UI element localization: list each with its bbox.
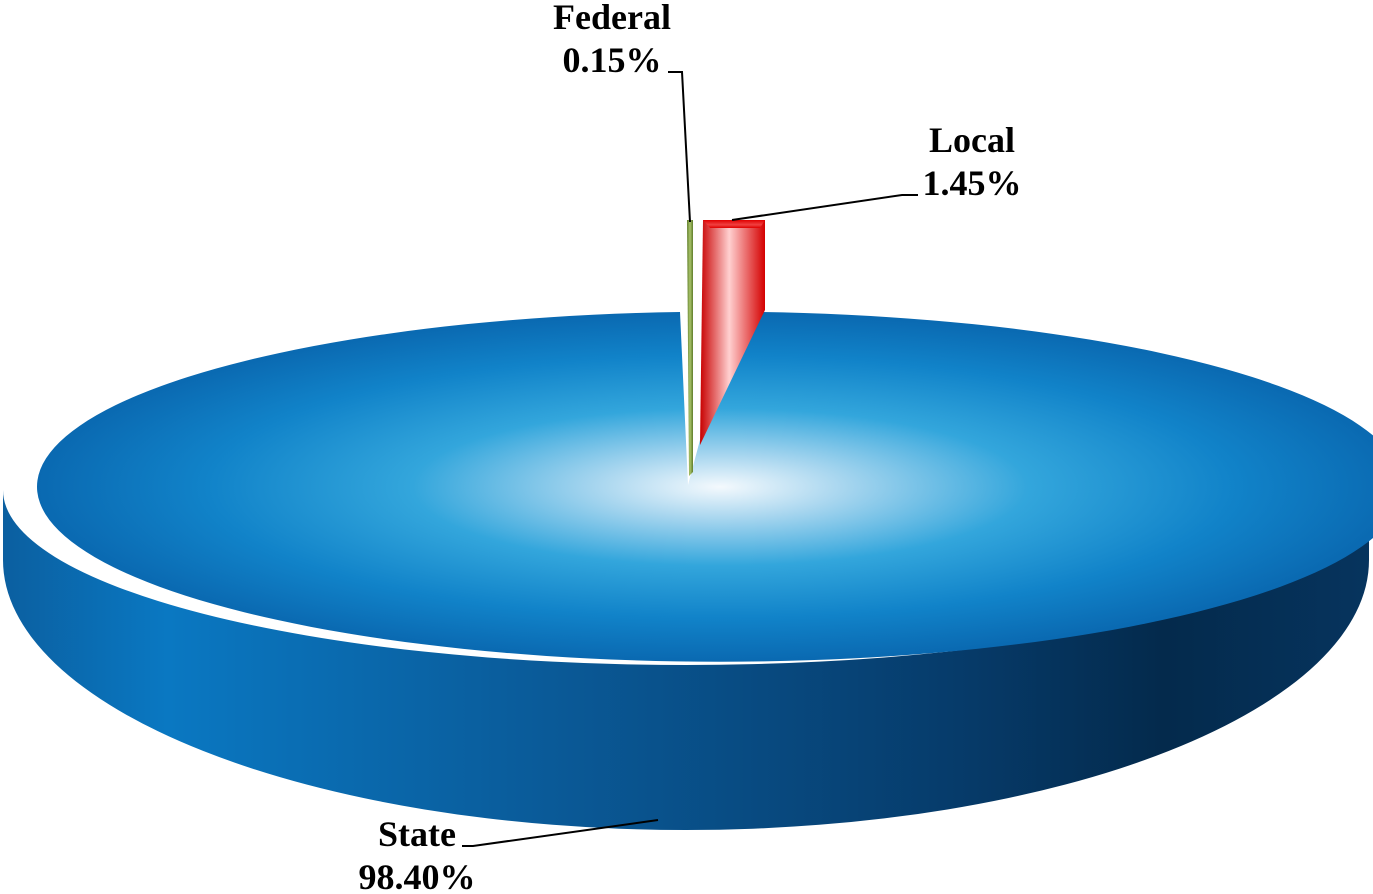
slice-state (37, 312, 1373, 662)
label-state-value: 98.40% (359, 857, 476, 894)
label-local-value: 1.45% (923, 163, 1022, 203)
label-local-name: Local (929, 120, 1015, 160)
slice-local-top (703, 220, 765, 228)
slice-state-side (3, 490, 1369, 830)
leader-line-federal (668, 71, 691, 223)
slice-local (700, 220, 765, 445)
slice-federal-face (687, 220, 693, 476)
leader-line-state (462, 819, 659, 847)
slice-local-face (700, 220, 765, 445)
slice-federal (687, 220, 693, 476)
label-federal-name: Federal (553, 0, 671, 37)
label-state-name: State (378, 814, 456, 854)
label-federal-value: 0.15% (563, 40, 662, 80)
leader-line-local (731, 194, 918, 221)
